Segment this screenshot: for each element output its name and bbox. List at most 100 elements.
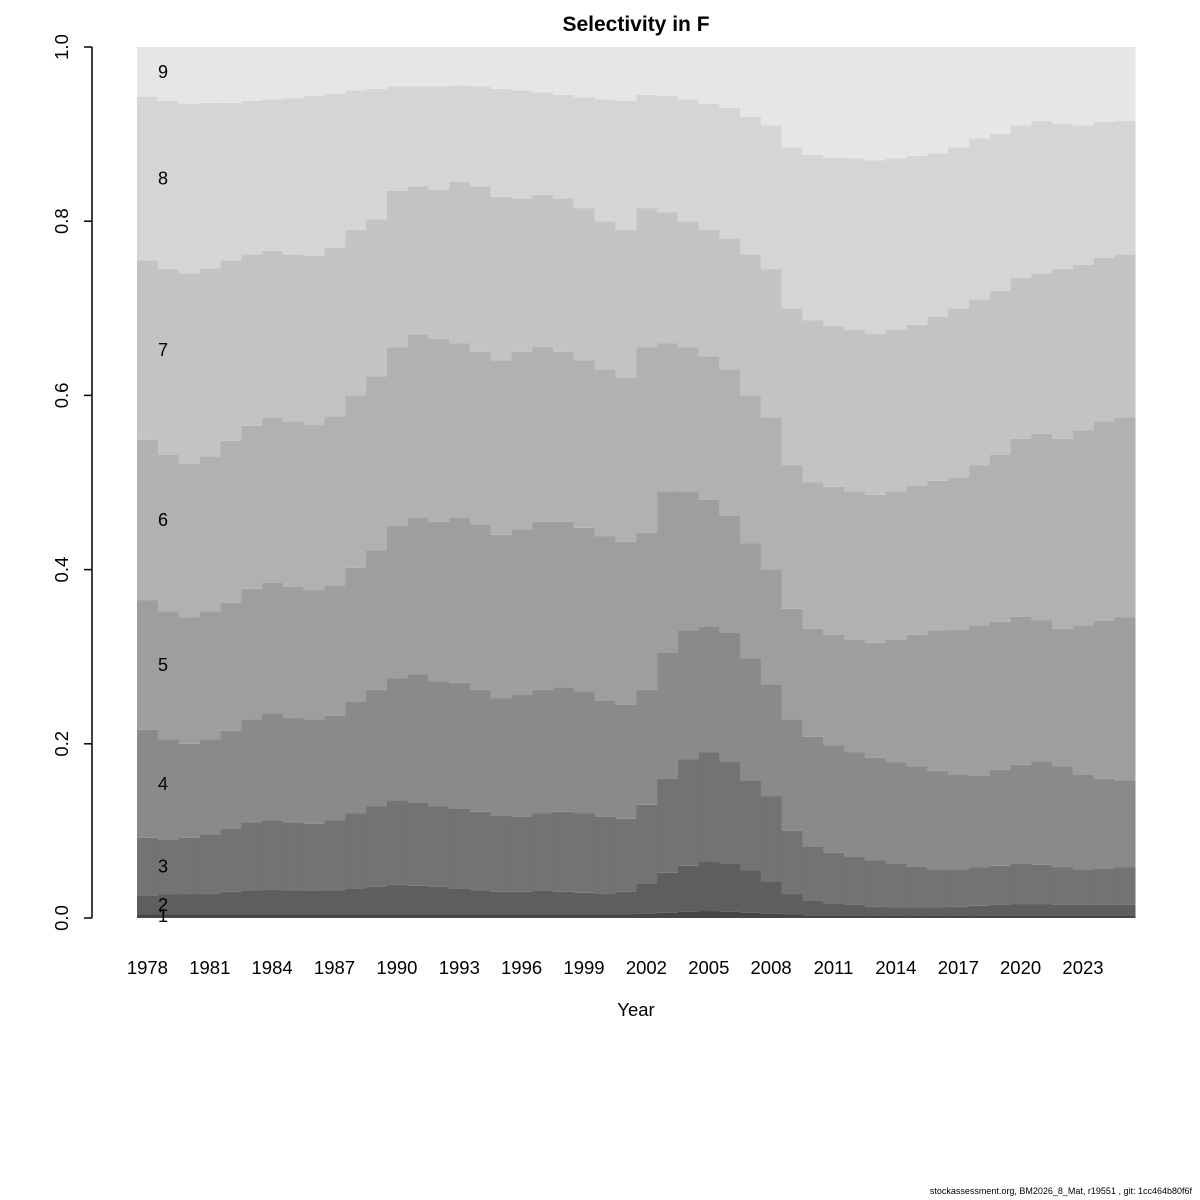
x-axis-title: Year <box>617 999 654 1020</box>
band-rect <box>947 906 970 916</box>
band-rect <box>781 608 803 720</box>
band-rect <box>240 914 263 918</box>
band-rect <box>594 369 616 537</box>
band-rect <box>386 884 408 915</box>
band-rect <box>386 678 408 801</box>
band-rect <box>220 440 242 603</box>
band-rect <box>240 822 263 891</box>
band-rect <box>178 103 200 274</box>
band-rect <box>864 160 886 334</box>
band-rect <box>843 857 866 905</box>
band-rect <box>365 914 387 918</box>
band-rect <box>615 101 637 230</box>
band-rect <box>1031 761 1053 865</box>
band-rect <box>864 906 886 916</box>
band-rect <box>1010 438 1032 617</box>
age-band-label-9: 9 <box>158 62 168 82</box>
band-rect <box>157 47 180 101</box>
band-rect <box>843 330 866 492</box>
band-rect <box>677 759 699 866</box>
band-rect <box>365 219 387 377</box>
band-rect <box>698 356 720 500</box>
band-rect <box>532 689 554 814</box>
band-rect <box>282 98 304 255</box>
band-rect <box>407 334 429 518</box>
band-rect <box>282 717 304 823</box>
band-rect <box>386 190 408 348</box>
band-rect <box>760 881 783 914</box>
band-rect <box>1051 904 1074 916</box>
band-rect <box>802 482 824 629</box>
band-rect <box>615 541 637 705</box>
band-rect <box>968 867 990 906</box>
age-band-label-5: 5 <box>158 655 168 675</box>
band-rect <box>552 351 575 522</box>
band-rect <box>261 820 284 890</box>
band-rect <box>615 891 637 915</box>
band-rect <box>739 543 762 659</box>
band-rect <box>989 134 1011 291</box>
band-rect <box>552 811 575 892</box>
band-rect <box>137 47 159 97</box>
band-rect <box>261 250 284 418</box>
band-rect <box>448 888 471 915</box>
band-rect <box>365 806 387 887</box>
band-rect <box>137 837 159 896</box>
band-rect <box>282 47 304 99</box>
band-rect <box>324 585 346 716</box>
band-rect <box>1114 121 1136 255</box>
band-rect <box>906 915 928 918</box>
band-rect <box>490 534 512 699</box>
band-rect <box>490 698 512 816</box>
band-rect <box>137 914 159 918</box>
band-rect <box>677 347 699 492</box>
band-rect <box>344 229 367 396</box>
band-rect <box>261 582 284 714</box>
band-rect <box>324 890 346 915</box>
band-rect <box>677 221 699 348</box>
band-rect <box>864 333 886 495</box>
x-tick-label: 2008 <box>751 957 792 978</box>
band-rect <box>1093 778 1115 869</box>
band-rect <box>906 324 928 486</box>
band-rect <box>1114 417 1136 618</box>
x-axis: 1978 1981 1984 1987 1990 1993 1996 1999 2002 2005… <box>127 957 1104 978</box>
age-band-label-7: 7 <box>158 340 168 360</box>
band-rect <box>448 182 471 344</box>
band-rect <box>1072 625 1094 775</box>
band-rect <box>490 47 512 89</box>
band-rect <box>220 828 242 892</box>
band-rect <box>989 47 1011 135</box>
x-tick-label: 1987 <box>314 957 355 978</box>
band-rect <box>324 94 346 248</box>
band-rect <box>199 893 221 915</box>
band-rect <box>739 116 762 255</box>
band-rect <box>469 86 491 187</box>
band-rect <box>365 550 387 690</box>
band-rect <box>303 891 325 915</box>
band-rect <box>677 911 699 918</box>
band-rect <box>157 739 180 840</box>
band-rect <box>1093 868 1115 905</box>
band-rect <box>594 47 616 100</box>
y-tick-label: 0.8 <box>51 208 72 234</box>
band-rect <box>636 94 658 209</box>
band-rect <box>719 864 741 912</box>
band-rect <box>823 157 845 326</box>
band-rect <box>823 634 845 746</box>
band-rect <box>282 890 304 915</box>
band-rect <box>532 346 554 522</box>
band-rect <box>448 85 471 182</box>
band-rect <box>303 914 325 918</box>
band-rect <box>823 852 845 904</box>
band-rect <box>636 47 658 95</box>
band-rect <box>303 47 325 96</box>
band-rect <box>802 320 824 483</box>
band-rect <box>532 92 554 196</box>
band-rect <box>843 904 866 916</box>
band-rect <box>802 900 824 916</box>
band-rect <box>1051 915 1074 918</box>
band-rect <box>428 806 450 887</box>
band-rect <box>989 454 1011 622</box>
band-rect <box>282 914 304 918</box>
